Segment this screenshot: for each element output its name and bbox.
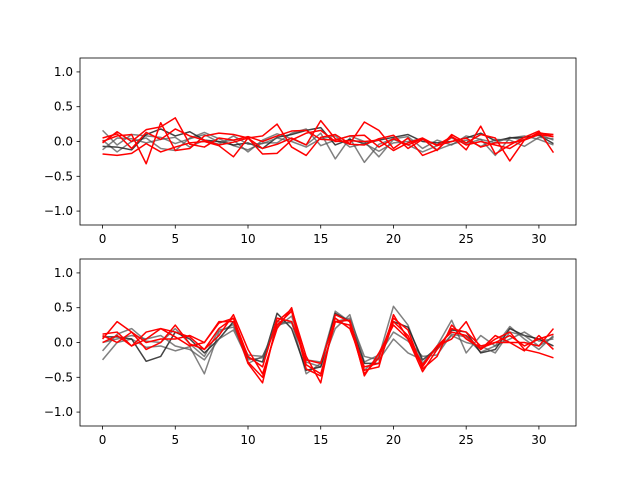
y-tick-label: 0.5 (54, 100, 73, 114)
series-line-1 (102, 129, 554, 164)
series-line-2 (102, 128, 554, 158)
series-line-8 (102, 310, 554, 379)
series-line-7 (102, 121, 555, 165)
y-tick-label: −0.5 (44, 370, 73, 384)
x-tick-label: 0 (99, 433, 107, 447)
x-tick-label: 5 (171, 433, 179, 447)
y-tick-label: −1.0 (44, 204, 73, 218)
subplot-2: 0 5 10 15 20 25 30 −1.0 −0.5 0.0 0.5 1.0 (44, 258, 577, 447)
y-tick-label: −1.0 (44, 405, 73, 419)
series-group (102, 117, 555, 165)
x-tick-label: 10 (240, 433, 255, 447)
y-tick-label: 1.0 (54, 266, 73, 280)
x-tick-label: 15 (313, 232, 328, 246)
x-tick-label: 0 (99, 232, 107, 246)
x-tick-label: 30 (531, 433, 546, 447)
x-tick-label: 10 (240, 232, 255, 246)
x-tick-label: 5 (171, 232, 179, 246)
y-tick-label: −0.5 (44, 169, 73, 183)
y-tick-label: 0.5 (54, 301, 73, 315)
y-tick-label: 1.0 (54, 65, 73, 79)
x-tick-label: 30 (531, 232, 546, 246)
x-tick-label: 25 (459, 433, 474, 447)
x-tick-label: 25 (459, 232, 474, 246)
x-tick-label: 15 (313, 433, 328, 447)
y-tick-label: 0.0 (54, 336, 73, 350)
subplot-1: 0 5 10 15 20 25 30 −1.0 −0.5 0.0 0.5 1.0 (44, 57, 577, 246)
x-tick-label: 20 (386, 232, 401, 246)
series-line-6 (102, 117, 554, 162)
series-group (101, 305, 555, 384)
x-tick-label: 20 (386, 433, 401, 447)
series-line-8 (102, 119, 554, 150)
y-tick-label: 0.0 (54, 135, 73, 149)
